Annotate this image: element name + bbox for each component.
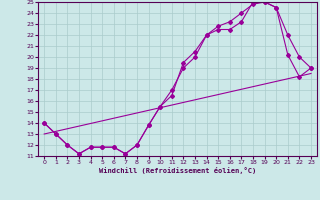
X-axis label: Windchill (Refroidissement éolien,°C): Windchill (Refroidissement éolien,°C) [99, 167, 256, 174]
